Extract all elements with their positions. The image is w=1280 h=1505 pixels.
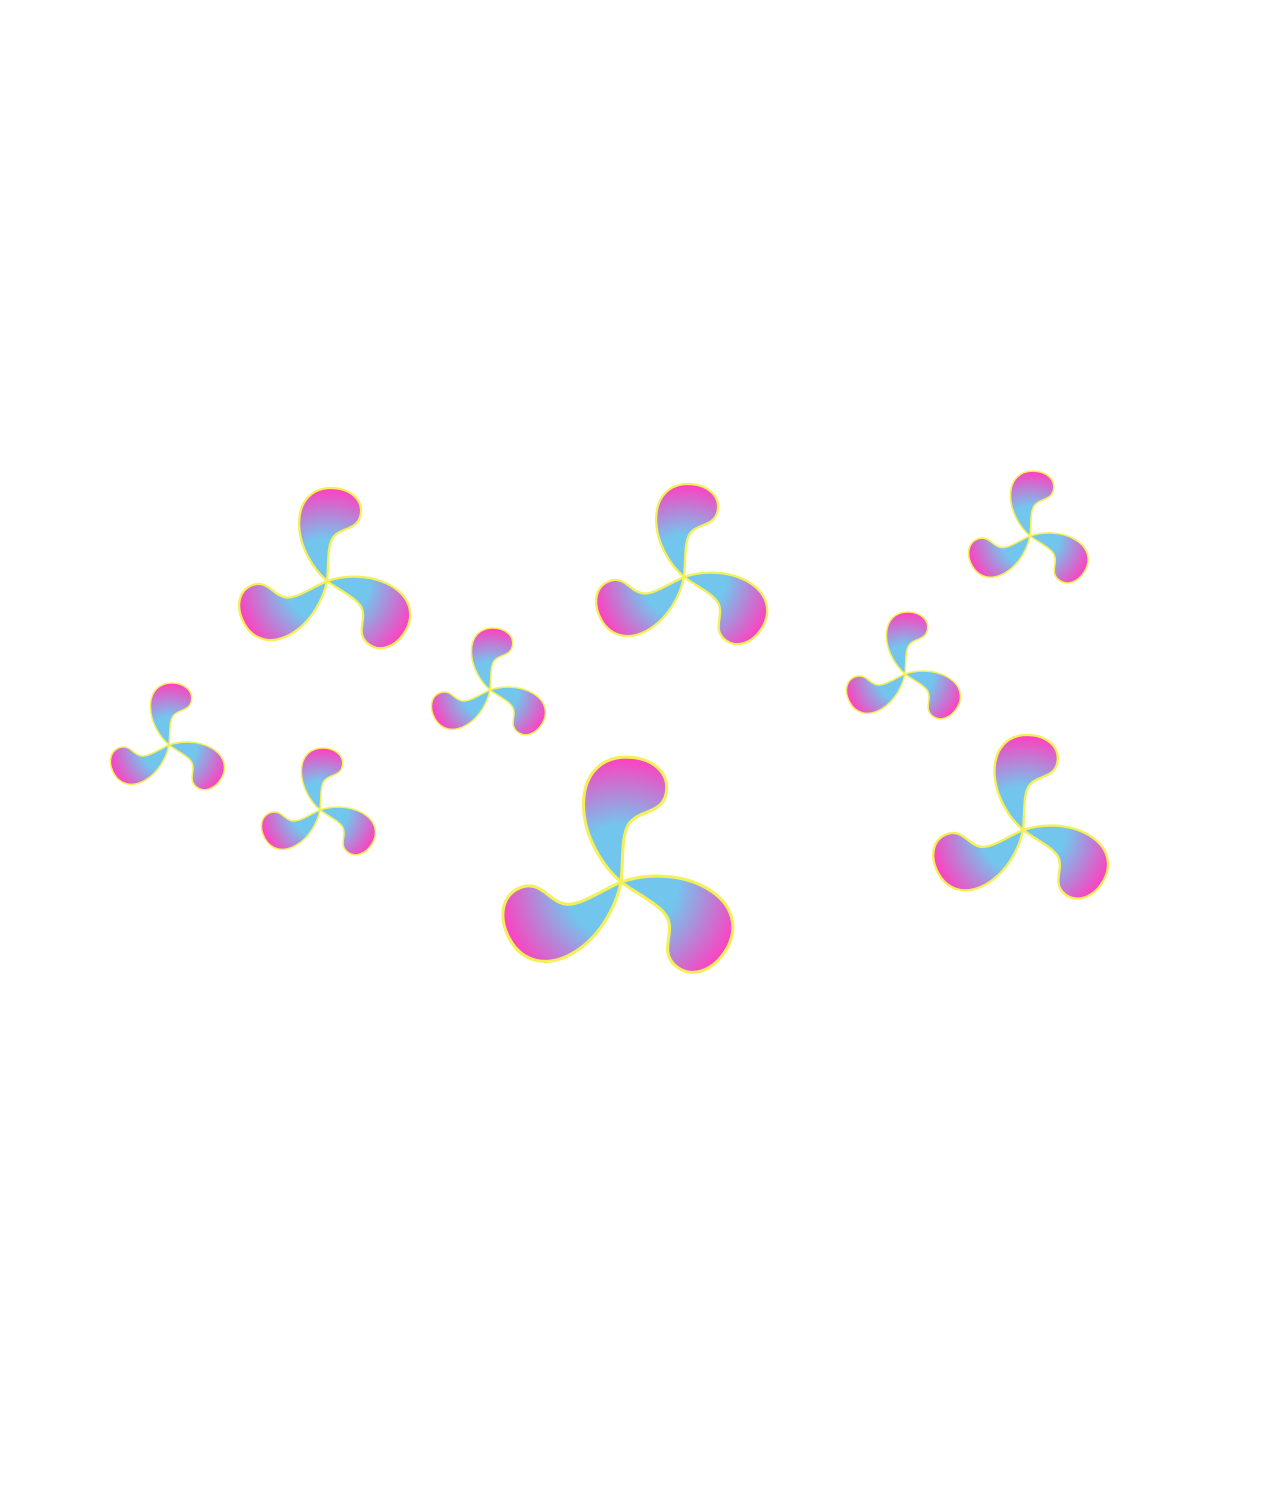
triskele-icon [960,470,1097,590]
triskele-icon [254,747,384,862]
triskele-icon [228,486,423,659]
motif-group [103,470,1121,986]
triskele-icon [103,682,233,797]
triskele-icon [585,482,780,655]
triskele-icon [922,733,1121,909]
triskele-icon [839,611,969,726]
triskele-icon [424,627,554,742]
triskele-icon [488,755,750,986]
